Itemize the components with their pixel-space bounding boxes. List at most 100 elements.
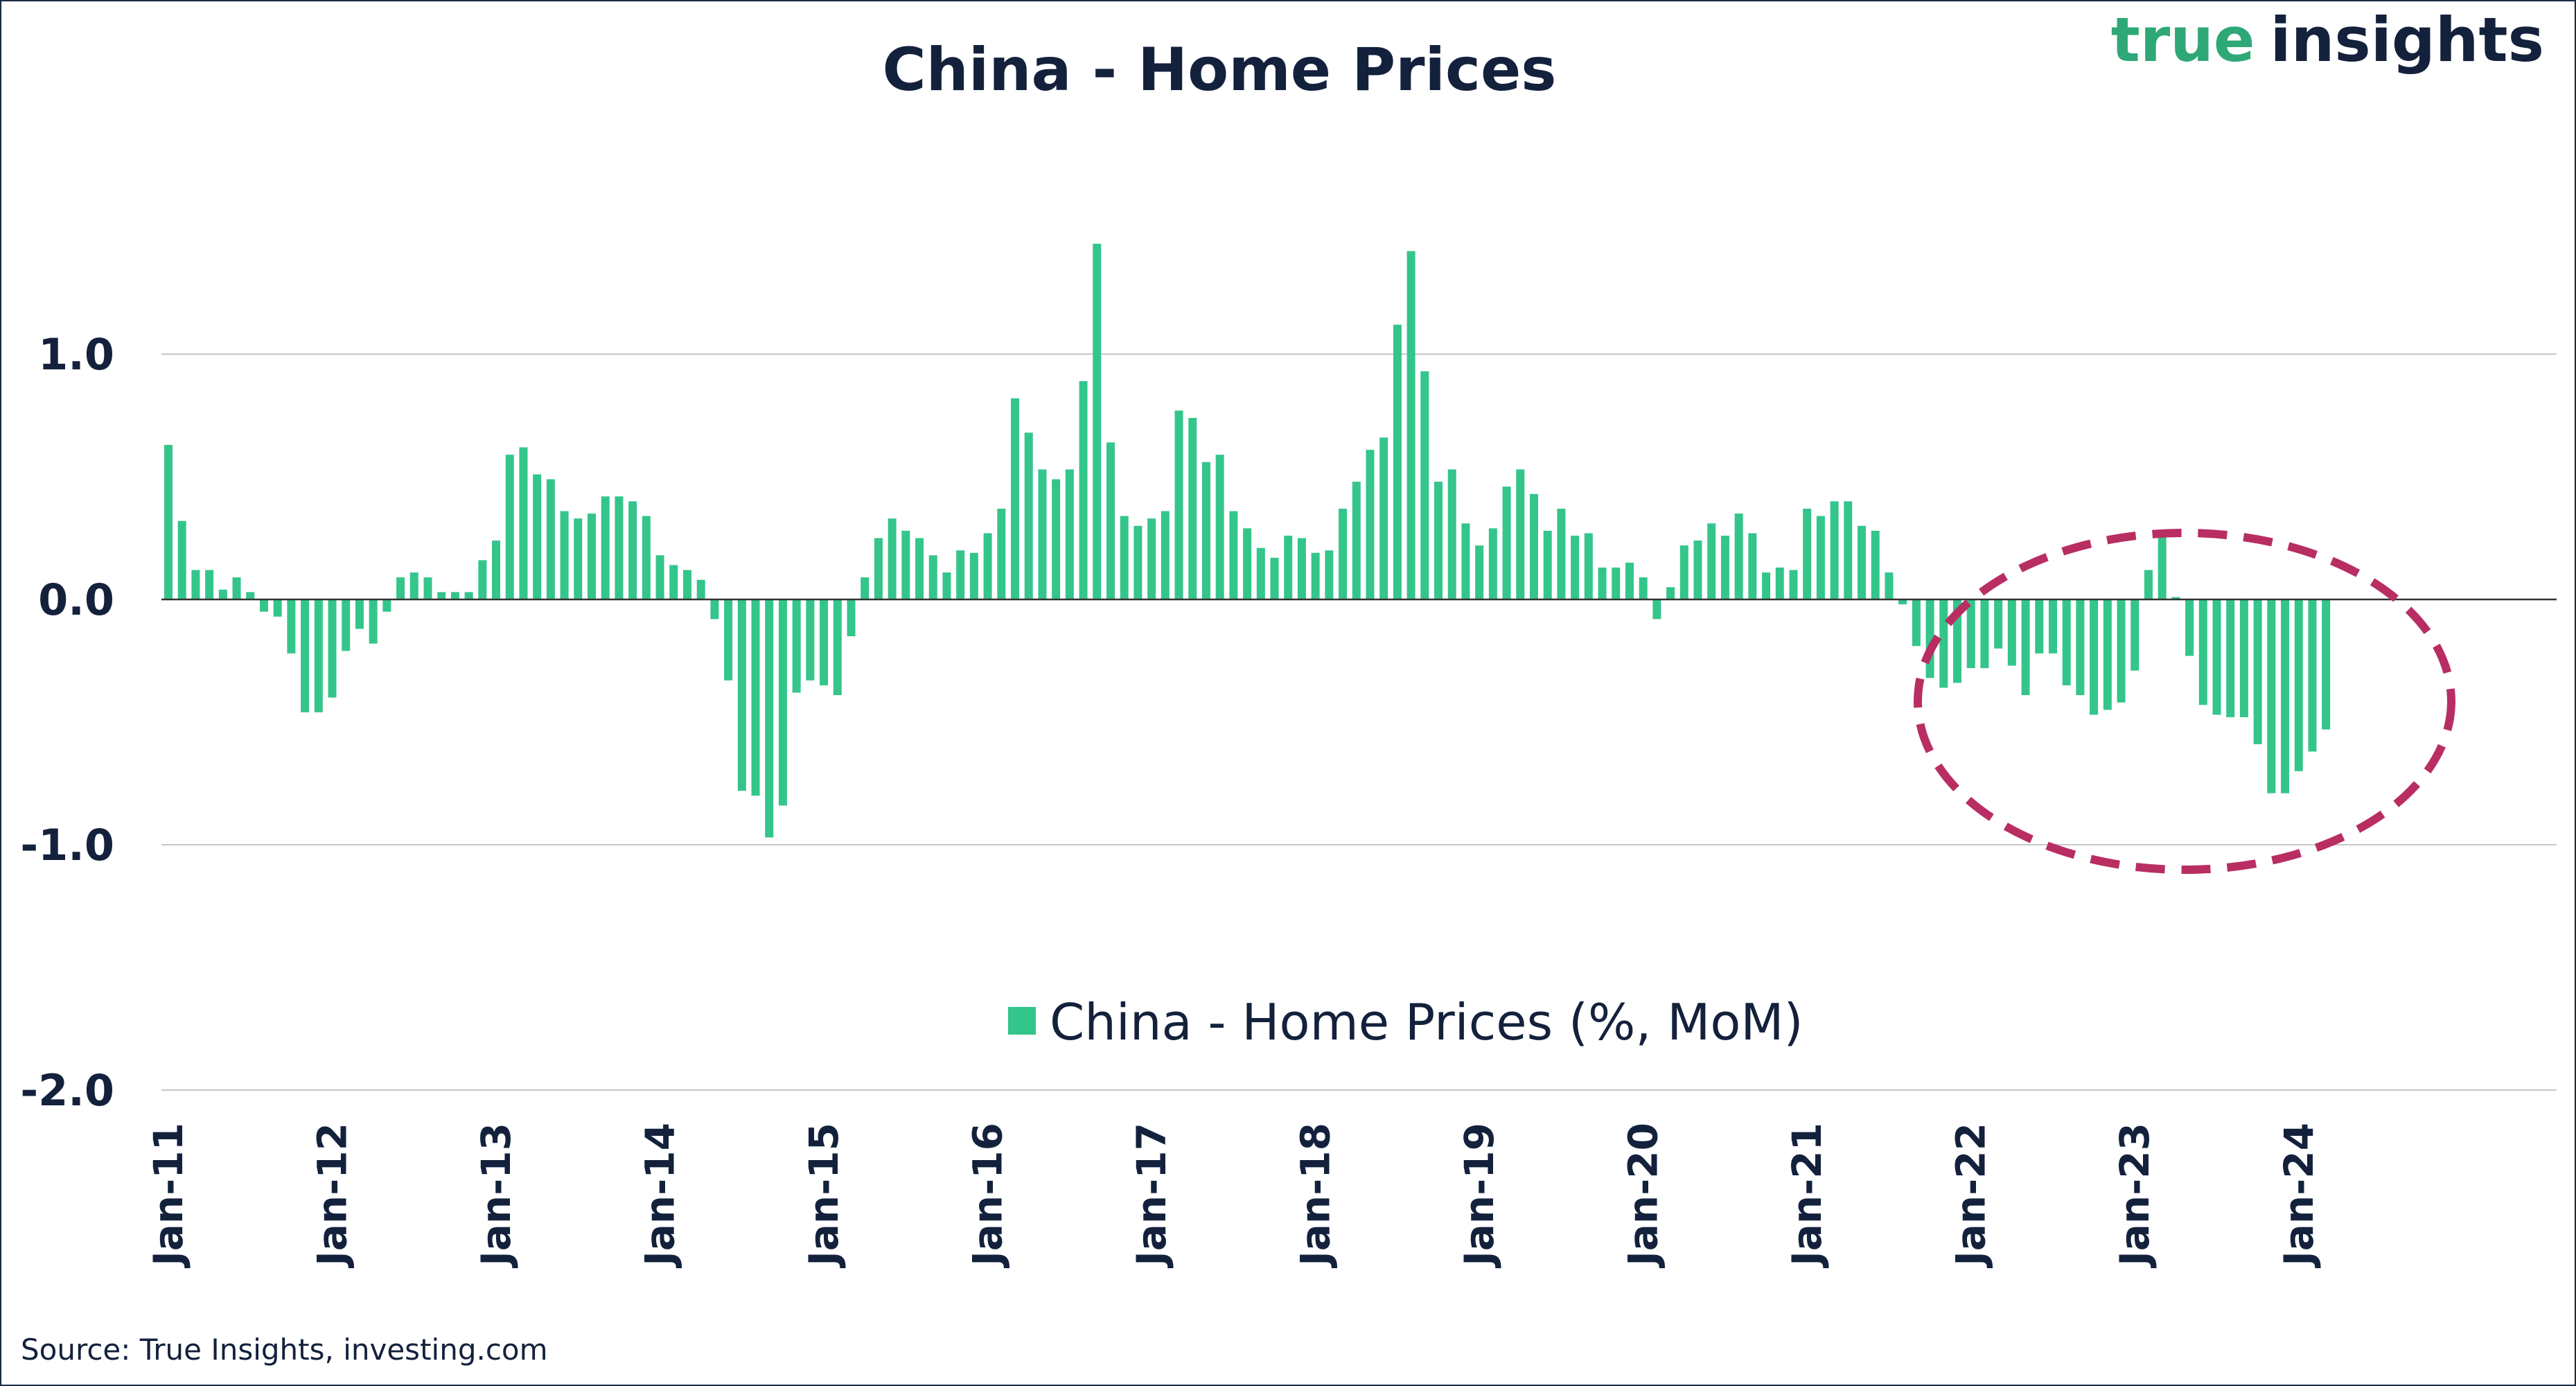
- bar: [1011, 398, 1020, 599]
- bar: [1093, 243, 1102, 599]
- bar: [928, 555, 937, 599]
- bar: [1133, 525, 1143, 599]
- bar: [1584, 533, 1593, 599]
- bar: [450, 592, 459, 599]
- bar: [492, 541, 501, 599]
- bar: [710, 599, 719, 620]
- bar: [956, 550, 965, 599]
- bar: [164, 444, 173, 599]
- bar: [1393, 324, 1402, 599]
- bar: [628, 501, 637, 599]
- x-tick-label: Jan-19: [1456, 1123, 1503, 1269]
- bar: [1557, 509, 1566, 599]
- bar: [1871, 530, 1880, 599]
- brand-word-insights: insights: [2270, 4, 2544, 76]
- bar: [724, 599, 733, 681]
- bar: [1339, 509, 1348, 599]
- bar: [1079, 380, 1088, 599]
- bar: [765, 599, 774, 838]
- bar: [2021, 599, 2030, 696]
- bar: [1270, 557, 1279, 599]
- bar: [2103, 599, 2112, 710]
- bar: [423, 577, 432, 599]
- bar: [2239, 599, 2248, 717]
- bar: [1297, 538, 1306, 599]
- bar: [1980, 599, 1989, 669]
- chart-title: China - Home Prices: [882, 35, 1556, 105]
- x-tick-label: Jan-17: [1128, 1123, 1175, 1269]
- bar: [1571, 535, 1580, 599]
- bar: [2158, 535, 2167, 599]
- bar: [1639, 577, 1648, 599]
- bar: [1939, 599, 1948, 688]
- legend-swatch: [1008, 1007, 1036, 1035]
- bar: [1762, 572, 1771, 599]
- bar: [1612, 567, 1621, 599]
- bar: [382, 599, 391, 612]
- bar: [2294, 599, 2303, 771]
- bar: [820, 599, 829, 685]
- bar: [601, 496, 610, 599]
- bar: [1502, 486, 1511, 599]
- y-tick-label: -1.0: [20, 820, 114, 870]
- bar: [1830, 501, 1839, 599]
- bar: [2117, 599, 2126, 703]
- bar: [642, 516, 651, 599]
- bar: [1789, 570, 1798, 599]
- bar: [218, 589, 227, 599]
- bar: [2253, 599, 2262, 744]
- x-tick-label: Jan-18: [1292, 1123, 1339, 1269]
- bar: [574, 518, 583, 599]
- bar: [1844, 501, 1853, 599]
- bar: [2062, 599, 2071, 685]
- bar: [696, 579, 705, 599]
- x-tick-label: Jan-21: [1783, 1123, 1830, 1269]
- bar: [478, 560, 487, 599]
- bar: [901, 530, 910, 599]
- bar: [1201, 462, 1210, 599]
- x-tick-label: Jan-23: [2111, 1123, 2158, 1269]
- bar: [2322, 599, 2331, 730]
- bar: [1229, 511, 1238, 599]
- bar: [942, 572, 951, 599]
- bar: [1352, 482, 1361, 599]
- bar: [1161, 511, 1170, 599]
- bar: [2226, 599, 2235, 717]
- bar: [1147, 518, 1156, 599]
- bar: [314, 599, 323, 712]
- x-tick-label: Jan-15: [800, 1123, 847, 1269]
- bar: [1174, 410, 1183, 599]
- bar: [177, 520, 186, 599]
- bar: [546, 479, 555, 599]
- bar: [560, 511, 569, 599]
- bar: [1816, 516, 1825, 599]
- bar: [997, 509, 1006, 599]
- bar: [1420, 371, 1429, 599]
- bar: [1447, 469, 1456, 599]
- bar: [1803, 509, 1812, 599]
- bar: [1966, 599, 1975, 669]
- bar: [396, 577, 405, 599]
- bar: [833, 599, 842, 696]
- bar: [588, 514, 597, 599]
- bar: [888, 518, 897, 599]
- bar: [2281, 599, 2290, 793]
- bar: [464, 592, 473, 599]
- bar: [1434, 482, 1443, 599]
- bar: [1188, 418, 1197, 599]
- bar: [1516, 469, 1525, 599]
- x-tick-label: Jan-16: [964, 1123, 1012, 1269]
- bar: [1775, 567, 1784, 599]
- bar: [737, 599, 746, 791]
- gridlines: [161, 353, 2557, 1091]
- bar: [1243, 528, 1252, 599]
- y-tick-label: 1.0: [38, 329, 114, 380]
- bar: [751, 599, 760, 796]
- bar-series: [164, 243, 2331, 838]
- bar: [1325, 550, 1334, 599]
- bar: [1748, 533, 1757, 599]
- bar: [1734, 514, 1743, 599]
- bar: [1379, 437, 1388, 599]
- bar: [615, 496, 624, 599]
- bar: [2007, 599, 2016, 666]
